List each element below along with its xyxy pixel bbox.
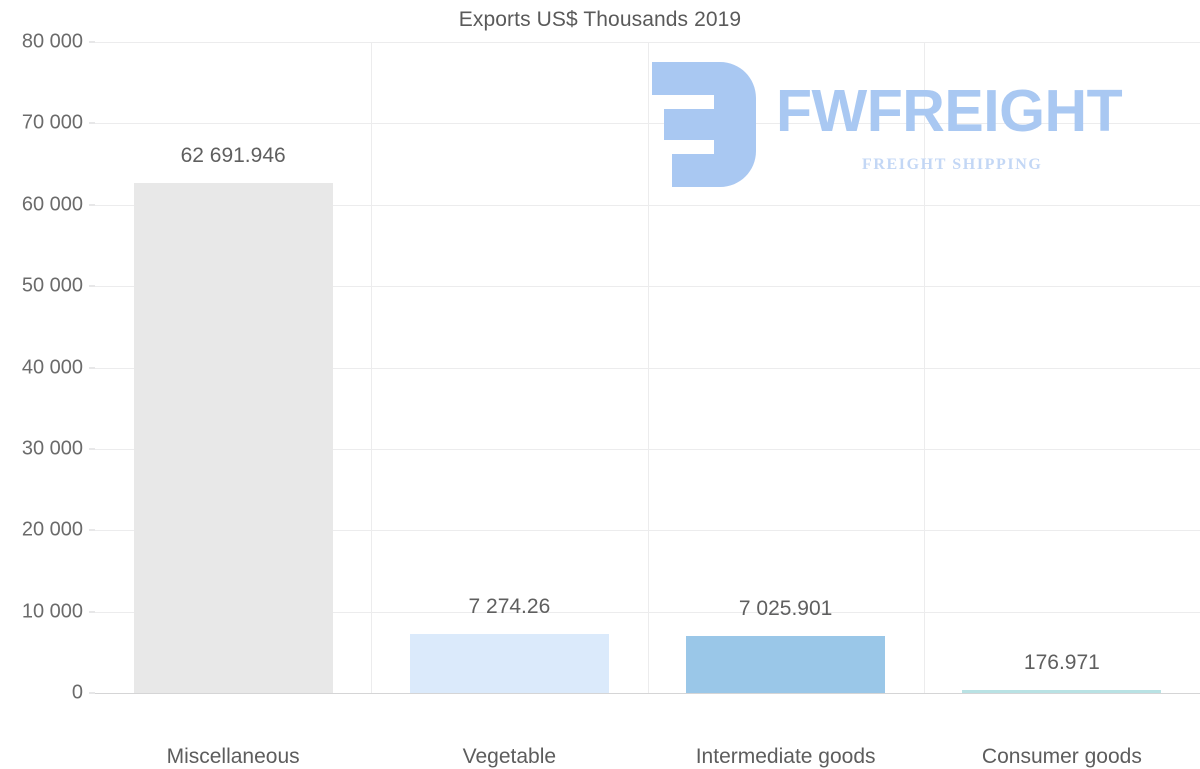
y-axis-tick-mark — [89, 692, 95, 694]
y-axis-tick-label: 70 000 — [21, 111, 83, 134]
gridline-vertical — [924, 42, 925, 693]
gridline-horizontal — [95, 367, 1200, 369]
gridline-horizontal — [95, 286, 1200, 288]
bar-value-label: 176.971 — [1023, 651, 1100, 674]
y-axis-tick-mark — [89, 611, 95, 613]
x-axis-category-label: Vegetable — [462, 745, 557, 768]
x-axis-category-label: Consumer goods — [981, 745, 1142, 768]
y-axis-tick-mark — [89, 448, 95, 450]
gridline-horizontal — [95, 204, 1200, 206]
chart-title: Exports US$ Thousands 2019 — [458, 8, 742, 31]
bar-value-label: 7 025.901 — [738, 596, 833, 620]
x-axis-category-label: Miscellaneous — [166, 745, 300, 768]
gridline-horizontal — [95, 42, 1200, 43]
bar[interactable] — [409, 633, 609, 693]
gridline-horizontal — [95, 693, 1200, 694]
plot-area: 0 10 000 20 000 30 000 40 000 50 000 60 000 70 … — [22, 31, 1200, 768]
bar[interactable] — [133, 182, 333, 693]
y-axis-tick-mark — [89, 367, 95, 368]
y-axis-tick-label: 10 000 — [21, 600, 83, 623]
bar[interactable] — [962, 690, 1162, 693]
bar-value-label: 62 691.946 — [180, 143, 286, 167]
bar-value-label: 7 274.26 — [468, 594, 551, 618]
y-axis-tick-mark — [89, 204, 95, 206]
y-axis-tick-mark — [89, 529, 95, 531]
gridline-horizontal — [95, 448, 1200, 450]
gridline-horizontal — [95, 123, 1200, 125]
x-axis-category-label: Intermediate goods — [695, 745, 876, 768]
y-axis-tick-label: 20 000 — [21, 518, 83, 541]
y-axis-tick-label: 40 000 — [21, 356, 83, 378]
y-axis-tick-mark — [89, 41, 95, 43]
gridline-horizontal — [95, 530, 1200, 532]
y-axis-tick-label: 60 000 — [21, 193, 83, 216]
gridline-vertical — [371, 42, 372, 693]
y-axis-tick-mark — [89, 122, 95, 124]
y-axis-tick-label: 50 000 — [21, 274, 83, 297]
y-axis-tick-label: 0 — [71, 681, 83, 704]
y-axis-tick-label: 80 000 — [21, 30, 83, 53]
y-axis-tick-mark — [89, 285, 95, 287]
y-axis-tick-label: 30 000 — [21, 437, 83, 460]
gridline-vertical — [648, 42, 649, 693]
bar[interactable] — [686, 635, 886, 693]
gridline-horizontal — [95, 611, 1200, 613]
